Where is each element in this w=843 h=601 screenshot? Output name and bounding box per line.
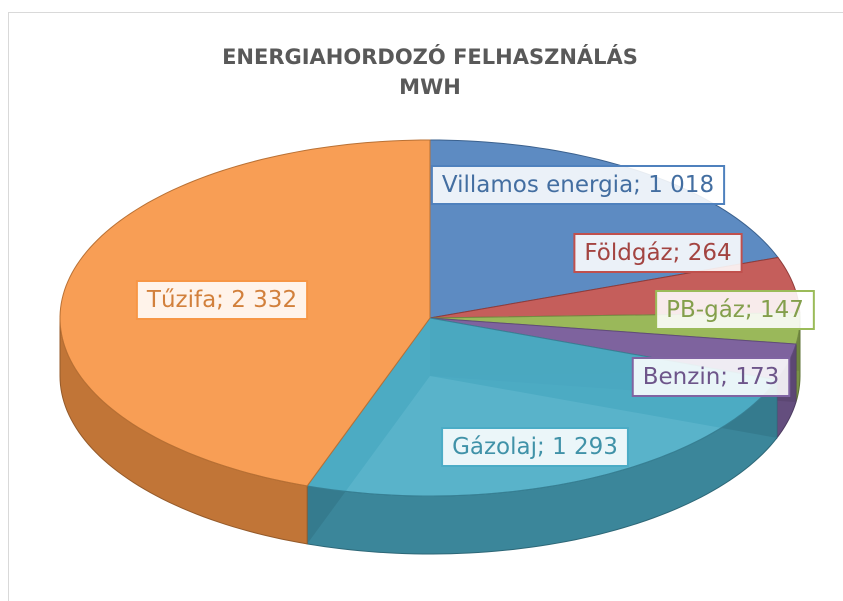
data-label-value: 1 018 <box>648 172 714 198</box>
data-label-category: Villamos energia <box>442 172 633 198</box>
data-label-text: Földgáz; 264 <box>584 240 731 266</box>
data-label-box <box>573 233 743 273</box>
data-label-box <box>631 357 791 397</box>
data-label-category: Tűzifa <box>146 287 216 313</box>
data-label-separator: ; <box>720 364 735 390</box>
data-label: PB-gáz; 147 <box>655 290 815 330</box>
data-label-category: PB-gáz <box>666 297 745 323</box>
data-label-separator: ; <box>537 434 552 460</box>
data-label-box <box>441 427 629 467</box>
data-label-box <box>655 290 815 330</box>
data-label-value: 1 293 <box>552 434 618 460</box>
data-label-box <box>135 280 309 320</box>
data-label-separator: ; <box>633 172 648 198</box>
data-label-separator: ; <box>745 297 760 323</box>
data-label-box <box>430 165 726 205</box>
data-label-text: Villamos energia; 1 018 <box>442 172 714 198</box>
data-label-text: Gázolaj; 1 293 <box>452 434 618 460</box>
chart-title: MWH <box>399 75 461 99</box>
labels: Villamos energia; 1 018 Földgáz; 264 PB-gá… <box>135 165 815 467</box>
data-label-separator: ; <box>216 287 231 313</box>
data-label-value: 2 332 <box>231 287 297 313</box>
data-label-category: Gázolaj <box>452 434 537 460</box>
data-label-category: Benzin <box>643 364 721 390</box>
data-label-text: Tűzifa; 2 332 <box>146 287 297 313</box>
data-label-category: Földgáz <box>584 240 672 266</box>
data-label: Tűzifa; 2 332 <box>135 280 309 320</box>
data-label-text: Benzin; 173 <box>643 364 780 390</box>
data-label: Villamos energia; 1 018 <box>430 165 726 205</box>
data-label: Benzin; 173 <box>631 357 791 397</box>
data-label-value: 264 <box>688 240 732 266</box>
data-label: Földgáz; 264 <box>573 233 743 273</box>
data-label: Gázolaj; 1 293 <box>441 427 629 467</box>
data-label-value: 147 <box>760 297 804 323</box>
chart-title: ENERGIAHORDOZÓ FELHASZNÁLÁS <box>222 44 638 69</box>
data-label-value: 173 <box>735 364 779 390</box>
data-label-separator: ; <box>673 240 688 266</box>
data-label-text: PB-gáz; 147 <box>666 297 804 323</box>
